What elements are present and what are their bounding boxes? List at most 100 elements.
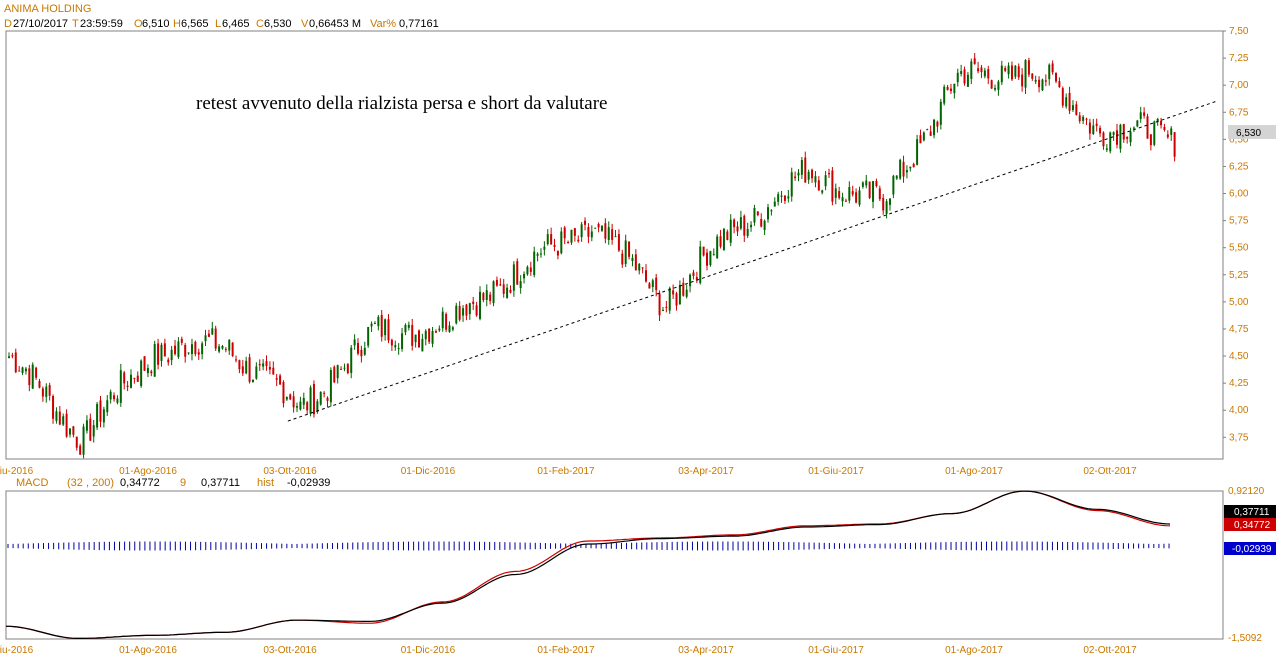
close-value: 6,530 xyxy=(264,18,292,30)
candle-body xyxy=(204,335,207,342)
macd-date-tick-label: 01-Ago-2017 xyxy=(945,645,1003,656)
candle-body xyxy=(475,305,478,316)
candle-body xyxy=(838,191,841,198)
candle-body xyxy=(587,226,590,237)
candle-body xyxy=(499,284,502,286)
candle-body xyxy=(831,170,834,202)
candle-body xyxy=(1149,134,1152,146)
candle-body xyxy=(228,339,231,351)
date-tick-label: 03-Ott-2016 xyxy=(263,466,317,477)
candle-body xyxy=(251,379,254,382)
candle-body xyxy=(855,192,858,203)
candle-body xyxy=(570,229,573,243)
candle-body xyxy=(123,372,126,384)
candle-body xyxy=(824,175,827,187)
candle-body xyxy=(85,420,88,431)
candle-body xyxy=(1078,115,1081,122)
price-tick-label: 4,50 xyxy=(1229,351,1249,362)
candle-body xyxy=(282,382,285,404)
candle-body xyxy=(695,277,698,280)
candle-body xyxy=(905,170,908,173)
candle-body xyxy=(495,279,498,286)
candle-body xyxy=(1014,65,1017,77)
candle-body xyxy=(201,343,204,355)
candle-body xyxy=(746,228,749,236)
var-value: 0,77161 xyxy=(399,18,439,30)
candle-body xyxy=(685,289,688,297)
candle-body xyxy=(949,88,952,92)
macd-date-tick-label: 03-Apr-2017 xyxy=(678,645,734,656)
candle-body xyxy=(411,325,414,346)
candle-body xyxy=(516,261,519,285)
candle-body xyxy=(390,339,393,346)
macd-date-tick-label: 01-Feb-2017 xyxy=(537,645,595,656)
candle-body xyxy=(641,267,644,269)
candle-body xyxy=(767,207,770,220)
candle-body xyxy=(607,227,610,240)
price-tick-label: 6,25 xyxy=(1229,161,1249,172)
candle-body xyxy=(611,229,614,240)
candle-body xyxy=(55,411,58,421)
macd-value: 0,34772 xyxy=(120,477,160,489)
candle-body xyxy=(750,224,753,228)
candle-body xyxy=(638,264,641,271)
candle-body xyxy=(417,330,420,348)
price-tick-label: 6,00 xyxy=(1229,189,1249,200)
candle-body xyxy=(736,226,739,232)
candle-body xyxy=(1034,80,1037,82)
candle-body xyxy=(146,368,149,374)
macd-params: (32 , 200) xyxy=(67,477,114,489)
candle-body xyxy=(48,385,51,396)
signal-key: 9 xyxy=(180,477,186,489)
candle-body xyxy=(434,331,437,333)
price-tick-label: 7,50 xyxy=(1229,26,1249,37)
candle-body xyxy=(895,175,898,179)
candle-body xyxy=(672,290,675,295)
candle-body xyxy=(577,239,580,242)
candle-body xyxy=(997,81,1000,90)
candle-body xyxy=(68,428,71,435)
candle-body xyxy=(794,176,797,179)
candle-body xyxy=(1109,132,1112,152)
candle-body xyxy=(136,375,139,382)
candle-body xyxy=(143,356,146,371)
candle-body xyxy=(245,360,248,374)
candle-body xyxy=(177,341,180,357)
candle-body xyxy=(719,236,722,247)
candle-body xyxy=(523,273,526,279)
candle-body xyxy=(773,201,776,207)
macd-date-tick-label: 01-Ago-2016 xyxy=(119,645,177,656)
candle-body xyxy=(560,231,563,254)
candle-body xyxy=(451,327,454,330)
candle-body xyxy=(343,367,346,369)
macd-date-tick-label: 02-Ott-2017 xyxy=(1083,645,1137,656)
last-price-label: 6,530 xyxy=(1236,128,1261,139)
candle-body xyxy=(275,378,278,380)
price-panel xyxy=(5,30,1224,460)
candle-body xyxy=(262,363,265,367)
trendline xyxy=(287,100,1219,422)
price-tick-label: 4,75 xyxy=(1229,324,1249,335)
candle-body xyxy=(387,319,390,341)
candle-body xyxy=(668,288,671,311)
candle-body xyxy=(631,257,634,262)
candle-body xyxy=(648,283,651,289)
candle-body xyxy=(533,251,536,276)
candle-body xyxy=(299,401,302,410)
candle-body xyxy=(1092,125,1095,134)
candle-body xyxy=(1065,97,1068,107)
candle-body xyxy=(197,352,200,355)
candle-body xyxy=(150,371,153,374)
candle-body xyxy=(333,366,336,383)
candle-body xyxy=(1166,134,1169,138)
candle-body xyxy=(536,253,539,256)
candle-body xyxy=(987,69,990,79)
candle-body xyxy=(38,381,41,388)
macd-label: MACD xyxy=(16,477,48,489)
macd-value-label: 0,34772 xyxy=(1234,520,1271,531)
candle-body xyxy=(529,267,532,272)
candle-body xyxy=(617,234,620,251)
candle-body xyxy=(811,169,814,179)
price-tick-label: 5,50 xyxy=(1229,243,1249,254)
candle-body xyxy=(211,328,214,335)
